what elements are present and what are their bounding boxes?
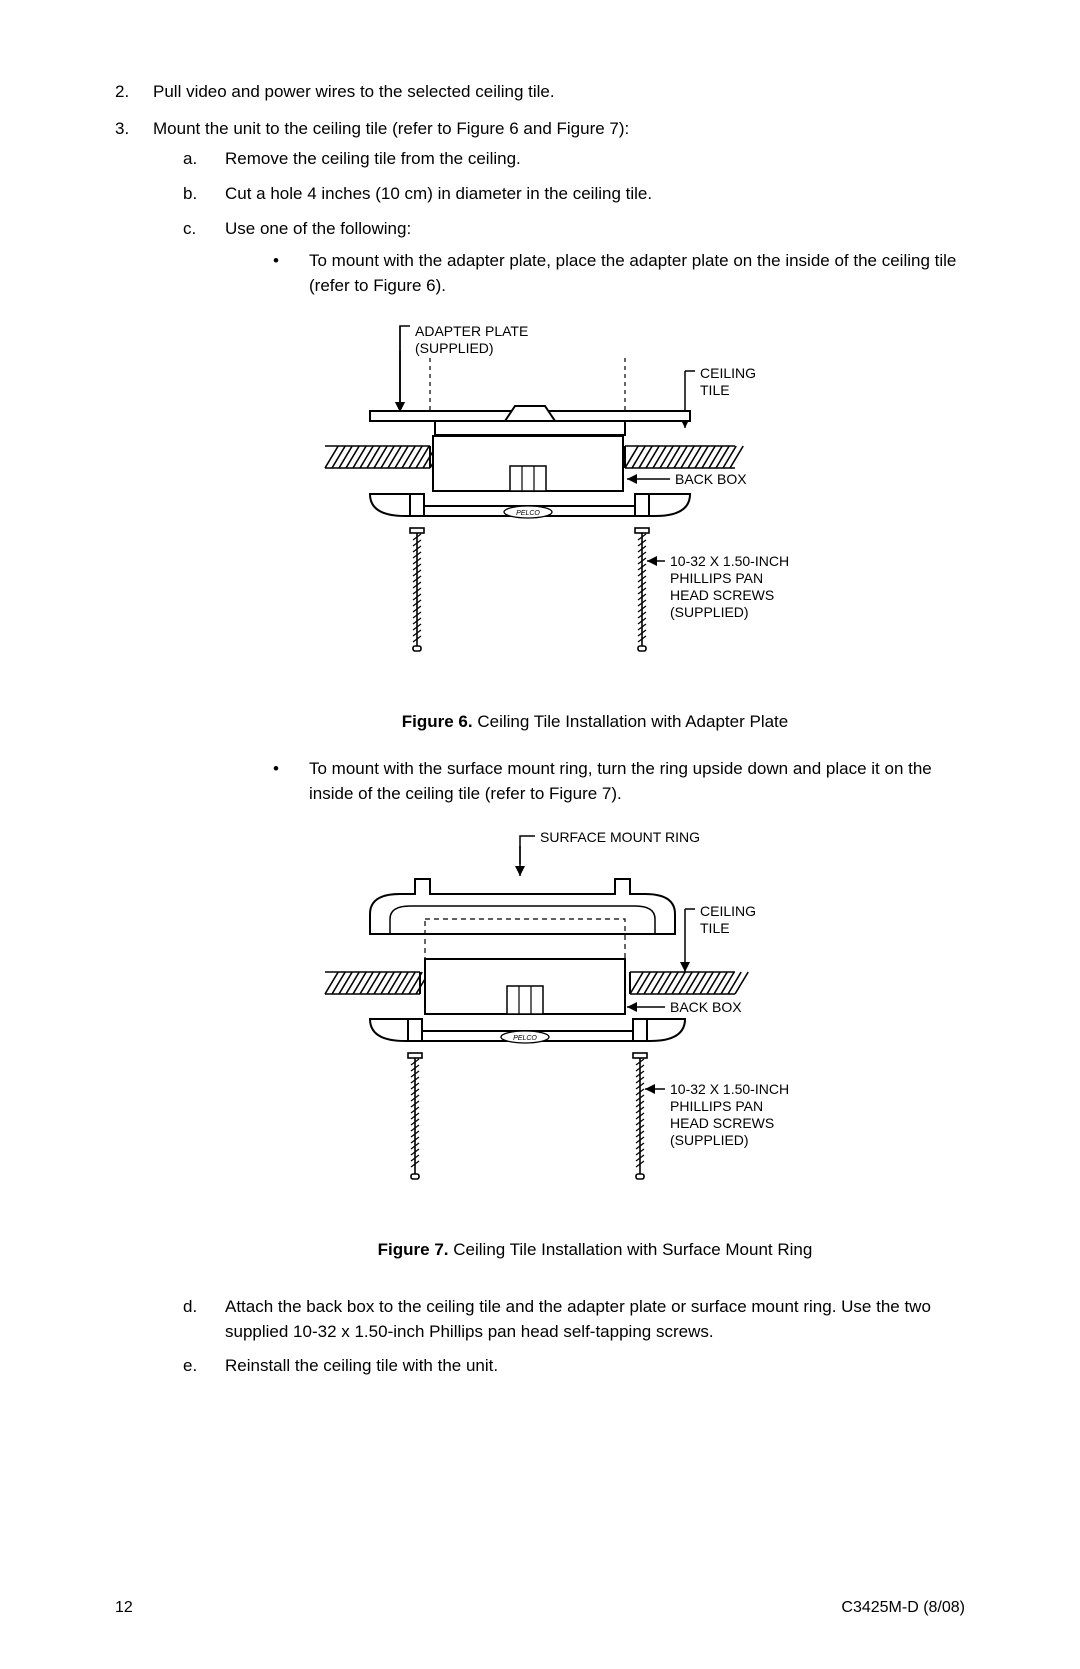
- main-list: 2. Pull video and power wires to the sel…: [115, 80, 965, 1389]
- sub-text: Remove the ceiling tile from the ceiling…: [225, 147, 965, 172]
- svg-text:PHILLIPS PAN: PHILLIPS PAN: [670, 570, 763, 586]
- bullet-icon: •: [267, 757, 309, 806]
- sub-e: e. Reinstall the ceiling tile with the u…: [183, 1354, 965, 1379]
- step-number: 2.: [115, 80, 153, 105]
- svg-text:HEAD SCREWS: HEAD SCREWS: [670, 587, 774, 603]
- step-text: Pull video and power wires to the select…: [153, 80, 965, 105]
- sub-body: Use one of the following: • To mount wit…: [225, 217, 965, 1285]
- svg-text:BACK BOX: BACK BOX: [670, 999, 742, 1015]
- bullet-list: • To mount with the surface mount ring, …: [267, 757, 965, 806]
- caption-rest: Ceiling Tile Installation with Adapter P…: [473, 712, 789, 731]
- svg-text:CEILING: CEILING: [700, 903, 756, 919]
- svg-text:(SUPPLIED): (SUPPLIED): [415, 340, 494, 356]
- step-2: 2. Pull video and power wires to the sel…: [115, 80, 965, 105]
- sub-text: Use one of the following:: [225, 219, 411, 238]
- svg-text:BACK BOX: BACK BOX: [675, 471, 747, 487]
- svg-text:(SUPPLIED): (SUPPLIED): [670, 1132, 749, 1148]
- figure-6-caption: Figure 6. Ceiling Tile Installation with…: [225, 710, 965, 735]
- sub-a: a. Remove the ceiling tile from the ceil…: [183, 147, 965, 172]
- caption-rest: Ceiling Tile Installation with Surface M…: [449, 1240, 813, 1259]
- sub-b: b. Cut a hole 4 inches (10 cm) in diamet…: [183, 182, 965, 207]
- figure-7-caption: Figure 7. Ceiling Tile Installation with…: [225, 1238, 965, 1263]
- caption-bold: Figure 7.: [378, 1240, 449, 1259]
- svg-text:HEAD SCREWS: HEAD SCREWS: [670, 1115, 774, 1131]
- doc-id: C3425M-D (8/08): [841, 1596, 965, 1619]
- step-number: 3.: [115, 117, 153, 1389]
- page-footer: 12 C3425M-D (8/08): [115, 1596, 965, 1619]
- svg-text:10-32 X 1.50-INCH: 10-32 X 1.50-INCH: [670, 1081, 789, 1097]
- figure-6-svg: ADAPTER PLATE(SUPPLIED)CEILINGTILEPELCOB…: [315, 316, 875, 696]
- sub-text: Cut a hole 4 inches (10 cm) in diameter …: [225, 182, 965, 207]
- bullet-list: • To mount with the adapter plate, place…: [267, 249, 965, 298]
- sub-letter: c.: [183, 217, 225, 1285]
- svg-text:CEILING: CEILING: [700, 365, 756, 381]
- bullet-2: • To mount with the surface mount ring, …: [267, 757, 965, 806]
- bullet-text: To mount with the adapter plate, place t…: [309, 249, 965, 298]
- figure-7: SURFACE MOUNT RING CEILINGTILE PELCO BACK B…: [225, 824, 965, 1224]
- svg-text:ADAPTER PLATE: ADAPTER PLATE: [415, 323, 528, 339]
- svg-text:TILE: TILE: [700, 382, 730, 398]
- sub-text: Attach the back box to the ceiling tile …: [225, 1295, 965, 1344]
- page: 2. Pull video and power wires to the sel…: [0, 0, 1080, 1669]
- bullet-icon: •: [267, 249, 309, 298]
- bullet-1: • To mount with the adapter plate, place…: [267, 249, 965, 298]
- sub-letter: e.: [183, 1354, 225, 1379]
- svg-text:(SUPPLIED): (SUPPLIED): [670, 604, 749, 620]
- sub-list: a. Remove the ceiling tile from the ceil…: [183, 147, 965, 1379]
- sub-text: Reinstall the ceiling tile with the unit…: [225, 1354, 965, 1379]
- bullet-text: To mount with the surface mount ring, tu…: [309, 757, 965, 806]
- sub-c: c. Use one of the following: • To mount …: [183, 217, 965, 1285]
- step-3: 3. Mount the unit to the ceiling tile (r…: [115, 117, 965, 1389]
- svg-text:PHILLIPS PAN: PHILLIPS PAN: [670, 1098, 763, 1114]
- svg-text:SURFACE MOUNT RING: SURFACE MOUNT RING: [540, 829, 700, 845]
- figure-7-svg: SURFACE MOUNT RING CEILINGTILE PELCO BACK B…: [315, 824, 875, 1224]
- svg-text:TILE: TILE: [700, 920, 730, 936]
- sub-letter: a.: [183, 147, 225, 172]
- sub-letter: d.: [183, 1295, 225, 1344]
- svg-text:PELCO: PELCO: [516, 510, 540, 517]
- figure-6: ADAPTER PLATE(SUPPLIED)CEILINGTILEPELCOB…: [225, 316, 965, 696]
- caption-bold: Figure 6.: [402, 712, 473, 731]
- svg-text:10-32 X 1.50-INCH: 10-32 X 1.50-INCH: [670, 553, 789, 569]
- svg-text:PELCO: PELCO: [513, 1035, 537, 1042]
- page-number: 12: [115, 1596, 133, 1619]
- sub-d: d. Attach the back box to the ceiling ti…: [183, 1295, 965, 1344]
- step-body: Mount the unit to the ceiling tile (refe…: [153, 117, 965, 1389]
- sub-letter: b.: [183, 182, 225, 207]
- step-text: Mount the unit to the ceiling tile (refe…: [153, 119, 629, 138]
